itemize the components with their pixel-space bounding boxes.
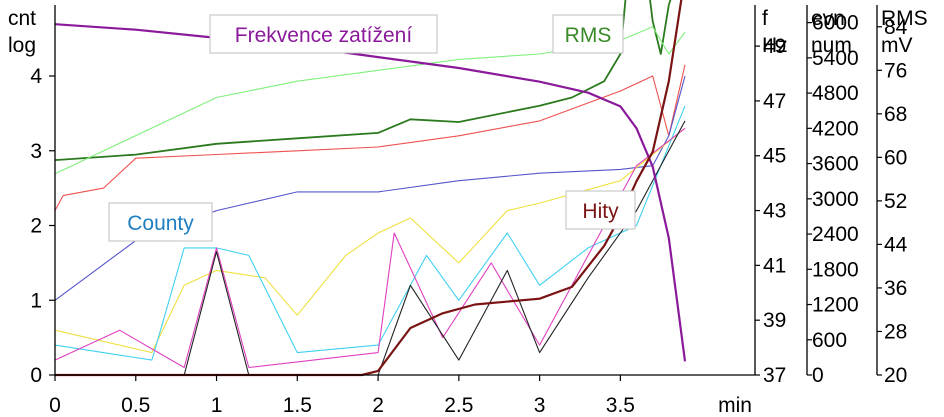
rms-tick-label: 44 <box>884 233 908 256</box>
legend-label: County <box>127 212 194 235</box>
events-tick-label: 3600 <box>812 153 859 176</box>
series-line-3 <box>54 26 686 175</box>
events-tick-label: 6000 <box>812 12 859 35</box>
x-tick-label: 0 <box>49 394 61 417</box>
events-tick-label: 2400 <box>812 223 859 246</box>
series-line-4 <box>54 64 686 211</box>
events-tick-label: 1800 <box>812 258 859 281</box>
left-tick-label: 2 <box>30 215 42 238</box>
x-tick-label: 2 <box>372 394 384 417</box>
x-tick-label: 1 <box>211 394 223 417</box>
frequency-tick-label: 39 <box>763 309 786 332</box>
events-tick-label: 3000 <box>812 188 859 211</box>
events-tick-label: 4800 <box>812 82 859 105</box>
frequency-tick-label: 43 <box>763 200 786 223</box>
left-axis-label: cnt <box>8 7 36 30</box>
axes-layer <box>49 5 882 381</box>
left-tick-label: 0 <box>30 364 42 387</box>
series-line-7 <box>54 105 686 361</box>
legend-box <box>209 14 438 54</box>
frequency-axis-label: f <box>762 7 768 30</box>
rms-tick-label: 76 <box>884 59 907 82</box>
legend-label: Frekvence zatížení <box>235 24 413 47</box>
events-tick-label: 600 <box>812 329 847 352</box>
events-tick-label: 1200 <box>812 294 859 317</box>
left-tick-label: 1 <box>30 289 42 312</box>
x-tick-label: 3.5 <box>606 394 635 417</box>
events-tick-label: 0 <box>812 364 824 387</box>
events-axis-label: num <box>811 34 852 57</box>
rms-tick-label: 52 <box>884 190 907 213</box>
x-tick-label: 1.5 <box>283 394 312 417</box>
frequency-tick-label: 37 <box>763 364 786 387</box>
series-line-1 <box>55 0 683 377</box>
events-tick-label: 5400 <box>812 47 859 70</box>
frequency-tick-label: 49 <box>763 35 786 58</box>
left-axis-label: log <box>8 34 36 57</box>
legend-box <box>565 190 636 230</box>
rms-tick-label: 20 <box>884 364 907 387</box>
series-layer <box>54 0 687 377</box>
labels-layer: 0 0.5 1 1.5 2 2.5 3 3.5 min 0 1 2 3 4 cnt log 37 39 41 43 45… <box>8 7 928 417</box>
left-tick-label: 3 <box>30 140 42 163</box>
legend-label: Hity <box>582 200 619 223</box>
rms-tick-label: 68 <box>884 103 907 126</box>
series-line-8 <box>54 127 686 369</box>
frequency-tick-label: 41 <box>763 254 786 277</box>
rms-tick-label: 28 <box>884 320 907 343</box>
rms-axis-label: mV <box>881 34 913 57</box>
frequency-axis-label: Hz <box>762 34 788 57</box>
events-axis-label: evn <box>811 7 845 30</box>
x-tick-label: 2.5 <box>444 394 473 417</box>
frequency-tick-label: 45 <box>763 145 786 168</box>
frequency-tick-label: 47 <box>763 90 786 113</box>
x-tick-label: 0.5 <box>121 394 150 417</box>
x-axis-label: min <box>718 394 752 417</box>
rms-axis-label: RMS <box>881 7 928 30</box>
events-tick-label: 4200 <box>812 117 859 140</box>
series-line-5 <box>54 75 686 301</box>
legend-box <box>552 14 624 54</box>
rms-tick-label: 36 <box>884 277 907 300</box>
rms-tick-label: 60 <box>884 146 907 169</box>
series-line-2 <box>54 0 672 161</box>
x-tick-label: 3 <box>534 394 546 417</box>
left-tick-label: 4 <box>30 65 42 88</box>
series-line-9 <box>55 120 686 376</box>
rms-tick-label: 84 <box>884 16 908 39</box>
series-line-6 <box>54 127 686 354</box>
legend-label: RMS <box>565 24 612 47</box>
legend-box <box>108 202 213 242</box>
